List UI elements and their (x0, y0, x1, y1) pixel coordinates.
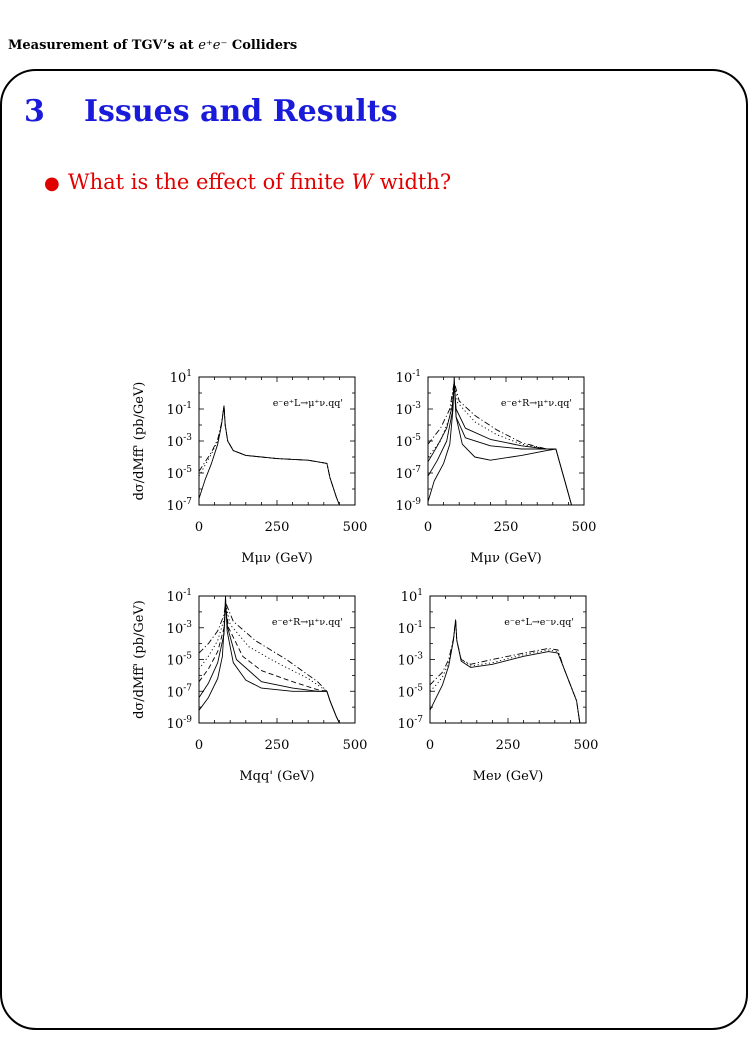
panel-3-x-tick-label: 500 (343, 738, 368, 753)
panel-4-series-1-line (429, 619, 581, 724)
panel-3-y-tick-label: 10-9 (167, 715, 193, 732)
panel-4-y-tick-label: 10-7 (398, 715, 424, 732)
panel-1-y-tick-label: 101 (170, 369, 192, 386)
panel-2-axes-frame (427, 376, 585, 506)
panel-2-x-axis-label: Mμν (GeV) (470, 551, 541, 566)
panel-4-x-tick-label: 0 (426, 738, 434, 753)
panel-3-process-label: e⁻e⁺R→μ⁺ν.qq' (272, 617, 343, 628)
panel-3-series-4-line (198, 603, 328, 692)
section-number: 3 (24, 94, 45, 129)
panel-2-y-tick-label: 10-7 (396, 465, 422, 482)
panel-4-y-tick-label: 10-1 (398, 620, 423, 637)
panel-4-x-axis-label: Meν (GeV) (473, 769, 544, 784)
panel-1-axes-frame (198, 376, 356, 506)
panel-2-x-tick-label: 0 (424, 520, 432, 535)
panel-3-series-2-line (198, 605, 340, 724)
panel-2-y-tick-label: 10-5 (396, 433, 422, 450)
panel-2-x-tick-label: 500 (572, 520, 597, 535)
panel-3-y-tick-label: 10-5 (167, 652, 193, 669)
panel-4-y-tick-label: 10-3 (398, 652, 424, 669)
panel-3-y-tick-label: 10-3 (167, 620, 193, 637)
header-math: e⁺e⁻ (198, 38, 228, 53)
panel-1-series-1-line (198, 405, 340, 506)
panel-2-process-label: e⁻e⁺R→μ⁺ν.qq' (501, 398, 572, 409)
panel-4-y-tick-label: 101 (401, 588, 423, 605)
panel-4-y-tick-label: 10-5 (398, 683, 424, 700)
panel-1-y-tick-label: 10-1 (167, 401, 192, 418)
section-heading: 3 Issues and Results (24, 94, 398, 129)
bullet-text-post: width? (373, 170, 452, 194)
panel-3-series-3-line (198, 605, 327, 692)
bullet-text-pre: What is the effect of finite (68, 170, 352, 194)
panel-4-x-tick-label: 500 (574, 738, 599, 753)
panel-1-y-tick-label: 10-5 (167, 465, 193, 482)
panel-3-series-5-line (198, 601, 328, 692)
panel-3-y-axis-label: dσ/dMff' (pb/GeV) (132, 600, 147, 719)
panel-3-series-1-line (198, 595, 340, 724)
panel-1-x-axis-label: Mμν (GeV) (241, 551, 312, 566)
section-title: Issues and Results (84, 94, 398, 129)
bullet-var: W (351, 170, 374, 194)
panel-4-series-2-line (429, 619, 581, 724)
panel-1-process-label: e⁻e⁺L→μ⁺ν.qq' (273, 398, 343, 409)
panel-1-y-axis-label: dσ/dMff' (pb/GeV) (132, 382, 147, 501)
panel-2-y-tick-label: 10-3 (396, 401, 422, 418)
panel-1-y-tick-label: 10-7 (167, 497, 193, 514)
panel-1-y-tick-label: 10-3 (167, 433, 193, 450)
bullet-item: ● What is the effect of finite W width? (44, 170, 451, 194)
panel-2-series-5-line (427, 381, 556, 450)
panel-2-y-tick-label: 10-9 (396, 497, 422, 514)
panel-2-x-tick-label: 250 (494, 520, 519, 535)
panel-3-y-tick-label: 10-1 (167, 588, 192, 605)
panel-2-series-3-line (427, 382, 556, 463)
panel-1-x-tick-label: 500 (343, 520, 368, 535)
panel-3-x-tick-label: 250 (265, 738, 290, 753)
header-text: Measurement of TGV’s at (8, 38, 199, 53)
panel-2-y-tick-label: 10-1 (396, 369, 421, 386)
panel-1-x-tick-label: 0 (195, 520, 203, 535)
panel-4-series-3-line (429, 619, 581, 724)
panel-1-series-2-line (198, 405, 340, 506)
panel-3-y-tick-label: 10-7 (167, 683, 193, 700)
panel-3-x-axis-label: Mqq' (GeV) (239, 769, 314, 784)
panel-1-series-3-line (198, 405, 340, 506)
panel-3-x-tick-label: 0 (195, 738, 203, 753)
panel-2-series-2-line (427, 384, 572, 506)
slide-frame (0, 69, 748, 1030)
panel-1-x-tick-label: 250 (265, 520, 290, 535)
running-header: Measurement of TGV’s at e⁺e⁻ Colliders (8, 38, 297, 53)
panel-4-x-tick-label: 250 (496, 738, 521, 753)
panel-4-process-label: e⁻e⁺L→e⁻ν.qq' (504, 617, 574, 628)
bullet-dot-icon: ● (44, 173, 60, 194)
panel-4-axes-frame (429, 595, 587, 724)
header-suffix: Colliders (227, 38, 298, 53)
